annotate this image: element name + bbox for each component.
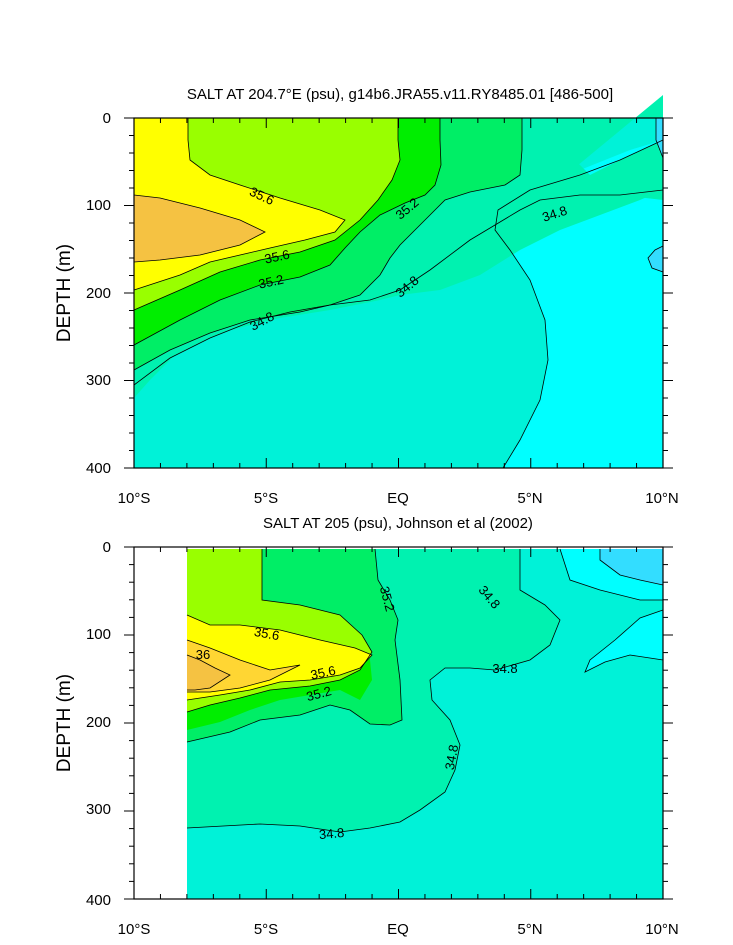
- top-xtick-5n: 5°N: [517, 490, 542, 507]
- bot-xtick-10s: 10°S: [118, 921, 151, 938]
- top-y-ticklabels: 0 100 200 300 400: [86, 110, 111, 477]
- top-region-358: [134, 195, 265, 262]
- bot-contour-360: [186, 654, 231, 691]
- top-contour-358: [133, 194, 266, 263]
- bot-contour-344a: [559, 548, 663, 601]
- top-ytick-300: 300: [86, 372, 111, 389]
- bot-contour-348: [186, 549, 561, 833]
- bot-contour-344b: [584, 609, 664, 673]
- top-ticks: [124, 117, 673, 469]
- bot-region-360: [187, 655, 230, 690]
- bot-clabel-360: 36: [196, 647, 210, 662]
- top-ytick-100: 100: [86, 197, 111, 214]
- bot-clabel-352a: 35.2: [377, 585, 398, 613]
- bot-region-342: [600, 549, 663, 585]
- top-panel: SALT AT 204.7°E (psu), g14b6.JRA55.v11.R…: [54, 86, 679, 507]
- bot-xtick-5n: 5°N: [517, 921, 542, 938]
- bottom-plot-area: 36 35.6 35.6 35.2 35.2 34.8 34.8 34.8 34…: [186, 548, 664, 899]
- bottom-x-ticklabels: 10°S 5°S EQ 5°N 10°N: [118, 921, 679, 938]
- top-ytick-400: 400: [86, 460, 111, 477]
- bot-clabel-352b: 35.2: [305, 683, 333, 704]
- bot-clabel-348c: 34.8: [442, 743, 461, 771]
- bot-xtick-5s: 5°S: [254, 921, 278, 938]
- bot-xtick-eq: EQ: [387, 921, 409, 938]
- top-xtick-10s: 10°S: [118, 490, 151, 507]
- bottom-y-ticklabels: 0 100 200 300 400: [86, 539, 111, 909]
- top-contour-352: [133, 118, 442, 346]
- top-ytick-200: 200: [86, 285, 111, 302]
- top-contour-346: [494, 139, 664, 469]
- bottom-ticks: [124, 546, 673, 900]
- top-x-ticklabels: 10°S 5°S EQ 5°N 10°N: [118, 490, 679, 507]
- bot-contour-354: [186, 549, 373, 713]
- top-region-342: [648, 246, 663, 272]
- bottom-panel: SALT AT 205 (psu), Johnson et al (2002): [54, 515, 679, 938]
- top-contour-342b: [655, 118, 664, 159]
- bot-contour-342: [599, 549, 664, 586]
- bot-ytick-200: 200: [86, 714, 111, 731]
- top-clabel-352b: 35.2: [257, 272, 285, 292]
- top-title: SALT AT 204.7°E (psu), g14b6.JRA55.v11.R…: [187, 86, 613, 103]
- top-contour-348: [133, 189, 664, 386]
- top-xtick-10n: 10°N: [645, 490, 679, 507]
- bot-clabel-356a: 35.6: [253, 624, 281, 643]
- top-region-342b: [656, 118, 663, 158]
- top-ylabel: DEPTH (m): [54, 244, 75, 342]
- top-ytick-0: 0: [103, 110, 111, 127]
- top-xtick-eq: EQ: [387, 490, 409, 507]
- top-contour-354: [133, 118, 401, 311]
- bot-clabel-348d: 34.8: [318, 825, 345, 842]
- top-clabel-348a: 34.8: [540, 203, 569, 225]
- bot-ytick-300: 300: [86, 801, 111, 818]
- top-region-348c: [134, 95, 663, 180]
- top-contour-356: [133, 118, 346, 291]
- bot-region-344b: [585, 610, 663, 672]
- top-plot-area: 35.6 35.2 34.8 35.6 35.2 34.8 34.8: [133, 95, 664, 469]
- top-xtick-5s: 5°S: [254, 490, 278, 507]
- bot-ytick-0: 0: [103, 539, 111, 556]
- top-contour-342: [647, 245, 664, 273]
- bot-ytick-100: 100: [86, 626, 111, 643]
- top-clabel-356b: 35.6: [263, 247, 291, 267]
- bottom-title: SALT AT 205 (psu), Johnson et al (2002): [263, 515, 533, 532]
- bot-clabel-348b: 34.8: [492, 661, 517, 676]
- bot-contour-358: [186, 639, 301, 693]
- bot-contour-352: [186, 548, 403, 743]
- bot-clabel-356b: 35.6: [309, 663, 337, 683]
- bot-ytick-400: 400: [86, 892, 111, 909]
- bot-xtick-10n: 10°N: [645, 921, 679, 938]
- top-contour-350: [133, 118, 523, 371]
- bottom-ylabel: DEPTH (m): [54, 674, 75, 772]
